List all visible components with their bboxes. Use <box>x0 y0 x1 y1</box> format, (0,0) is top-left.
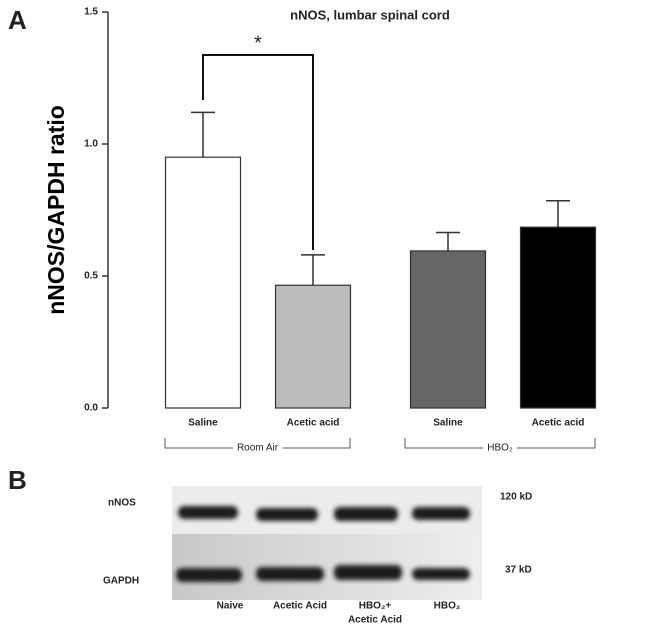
lane-label: Acetic Acid <box>348 615 402 626</box>
lane-label: HBO₂+ <box>359 601 392 612</box>
significance-bracket <box>202 54 314 250</box>
x-tick-label: Acetic acid <box>287 418 340 429</box>
y-tick-label: 1.0 <box>84 139 98 150</box>
x-tick-label: Saline <box>188 418 218 429</box>
x-tick-label: Acetic acid <box>532 418 585 429</box>
bar <box>274 284 352 409</box>
x-tick-label: Saline <box>433 418 463 429</box>
row-label: GAPDH <box>103 576 139 587</box>
label-background <box>483 442 517 454</box>
bar <box>164 156 242 409</box>
band <box>176 568 242 582</box>
lane-label: Naive <box>217 601 244 612</box>
band <box>256 567 324 581</box>
y-tick-label: 0.0 <box>84 403 98 414</box>
bar <box>519 226 597 409</box>
significance-annotation: * <box>254 32 262 54</box>
lane-label: HBO₂ <box>434 601 461 612</box>
western-blot <box>172 486 482 600</box>
row-label: nNOS <box>108 498 136 509</box>
label-background <box>232 442 283 454</box>
chart-title: nNOS, lumbar spinal cord <box>290 7 450 22</box>
y-tick-label: 1.5 <box>84 7 98 18</box>
band <box>334 565 402 580</box>
size-label: 120 kD <box>500 492 532 503</box>
band <box>256 508 318 521</box>
bar <box>409 250 487 409</box>
y-tick-label: 0.5 <box>84 271 98 282</box>
size-label: 37 kD <box>505 565 532 576</box>
group-label: Room Air <box>237 443 279 454</box>
band <box>412 507 470 520</box>
lane-label: Acetic Acid <box>273 601 327 612</box>
group-label: HBO₂ <box>487 443 513 454</box>
band <box>412 568 470 580</box>
band <box>334 507 398 521</box>
panel-label: A <box>8 5 27 35</box>
panel-label: B <box>8 465 27 495</box>
band <box>178 506 238 519</box>
y-axis-label: nNOS/GAPDH ratio <box>43 105 69 315</box>
blot-strip <box>172 534 482 600</box>
